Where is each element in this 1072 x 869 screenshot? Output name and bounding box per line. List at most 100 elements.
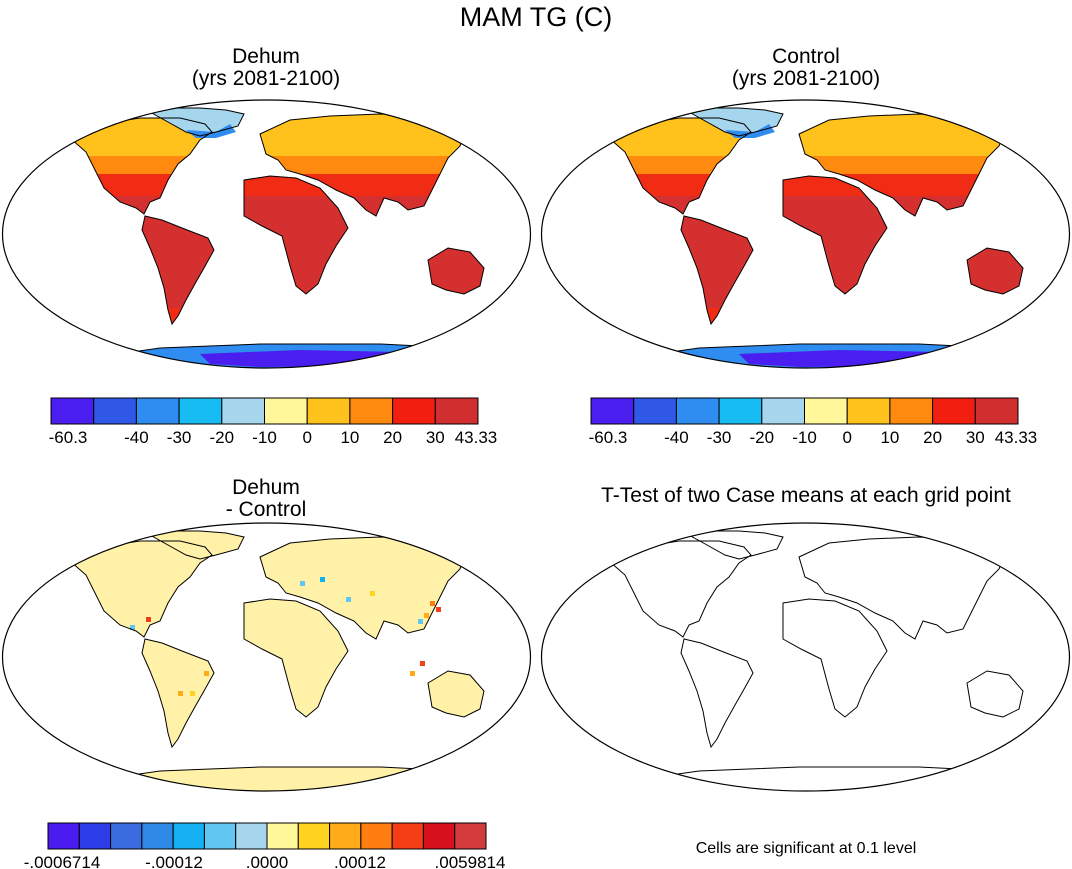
greenland-outline — [148, 530, 245, 560]
diff-cell-9 — [320, 577, 325, 582]
control-title-line1: Control — [772, 45, 840, 68]
diff-colorbar-swatch-5 — [203, 822, 237, 850]
dehum-colorbar-swatch-4 — [221, 397, 266, 425]
control-colorbar-tick-label-2: -30 — [707, 428, 732, 447]
dehum-colorbar-swatch-0 — [50, 397, 95, 425]
map-border — [1, 522, 532, 792]
dehum-colorbar: -60.3 -40 -30 -20 -10 0 10 20 30 43.33 — [49, 397, 497, 447]
dehum-colorbar-tick-label-2: -30 — [167, 428, 192, 447]
namerica-fill — [70, 541, 212, 637]
map-border — [540, 522, 1071, 792]
diff-colorbar-swatch-9 — [329, 822, 362, 850]
diff-colorbar-tick-label-3: .00012 — [334, 853, 386, 869]
control-colorbar-tick-label-5: 0 — [842, 428, 851, 447]
greenland-outline — [687, 530, 784, 560]
africa-fill — [244, 599, 348, 717]
dehum-title-line1: Dehum — [232, 45, 300, 68]
control-colorbar-tick-label-9: 43.33 — [995, 428, 1038, 447]
control-title-line2: (yrs 2081-2100) — [731, 67, 881, 90]
diff-cell-7 — [190, 691, 195, 696]
diff-cell-12 — [346, 597, 351, 602]
dehum-colorbar-swatch-9 — [434, 397, 479, 425]
diff-colorbar-tick-label-4: .0059814 — [435, 853, 506, 869]
diff-colorbar-swatch-4 — [172, 822, 205, 850]
namerica-outline — [69, 117, 213, 215]
dehum-colorbar-tick-label-4: -10 — [252, 428, 277, 447]
diff-cell-14 — [204, 671, 209, 676]
diff-cell-3 — [418, 619, 423, 624]
diff-colorbar: -.0006714 -.00012 .0000 .00012 .0059814 — [24, 822, 506, 869]
map-border — [540, 99, 1071, 369]
africa-outline — [782, 598, 888, 718]
control-colorbar-swatch-1 — [633, 397, 677, 425]
diff-colorbar-swatch-1 — [78, 822, 112, 850]
samerica-outline — [680, 215, 754, 326]
dehum-colorbar-tick-label-3: -20 — [210, 428, 235, 447]
diff-colorbar-swatch-0 — [47, 822, 80, 850]
greenland-outline — [687, 107, 784, 137]
diff-panel-title: Dehum - Control — [126, 477, 406, 521]
control-colorbar-tick-label-4: -10 — [792, 428, 817, 447]
control-panel-title: Control (yrs 2081-2100) — [666, 46, 946, 90]
diff-cell-10 — [420, 661, 425, 666]
dehum-colorbar-tick-label-1: -40 — [124, 428, 149, 447]
control-colorbar-tick-label-0: -60.3 — [589, 428, 628, 447]
dehum-colorbar-tick-label-6: 10 — [340, 428, 359, 447]
control-colorbar-swatch-4 — [761, 397, 806, 425]
control-colorbar-swatch-5 — [804, 397, 848, 425]
control-colorbar-swatch-9 — [974, 397, 1019, 425]
namerica-outline — [608, 540, 752, 638]
ttest-panel-title: T-Test of two Case means at each grid po… — [601, 484, 1011, 507]
africa-outline — [243, 175, 349, 295]
samerica-outline — [141, 215, 215, 326]
ocean-area — [541, 523, 1070, 791]
samerica-outline — [680, 638, 754, 749]
diff-colorbar-swatch-13 — [454, 822, 487, 850]
australia-outline — [427, 670, 485, 718]
dehum-map — [1, 99, 532, 369]
diff-colorbar-swatch-3 — [141, 822, 174, 850]
diff-colorbar-swatch-2 — [110, 822, 143, 850]
control-colorbar-swatch-2 — [675, 397, 720, 425]
control-colorbar-swatch-6 — [846, 397, 891, 425]
diff-colorbar-swatch-11 — [391, 822, 424, 850]
control-colorbar-tick-label-6: 10 — [880, 428, 899, 447]
diff-title-line2: - Control — [225, 498, 307, 521]
dehum-colorbar-swatch-6 — [306, 397, 351, 425]
map-border — [1, 99, 532, 369]
greenland-outline — [148, 107, 245, 137]
diff-colorbar-swatch-7 — [266, 822, 299, 850]
diff-cell-8 — [300, 581, 305, 586]
diff-colorbar-swatch-8 — [297, 822, 331, 850]
control-colorbar-swatch-3 — [718, 397, 763, 425]
figure-title: MAM TG (C) — [459, 2, 613, 32]
africa-outline — [243, 598, 349, 718]
eurasia-fill — [260, 537, 466, 639]
diff-cell-5 — [130, 625, 135, 630]
dehum-colorbar-swatch-5 — [264, 397, 308, 425]
control-colorbar-swatch-0 — [590, 397, 635, 425]
diff-cell-2 — [424, 613, 429, 618]
greenland-ice-fill — [725, 124, 775, 138]
namerica-outline — [69, 540, 213, 638]
control-colorbar-tick-label-7: 20 — [923, 428, 942, 447]
diff-colorbar-swatch-6 — [235, 822, 268, 850]
australia-outline — [427, 247, 485, 295]
control-colorbar-swatch-7 — [889, 397, 934, 425]
diff-colorbar-swatch-10 — [360, 822, 393, 850]
africa-outline — [782, 175, 888, 295]
control-colorbar-tick-label-8: 30 — [966, 428, 985, 447]
diff-map — [1, 522, 532, 792]
dehum-colorbar-tick-label-8: 30 — [426, 428, 445, 447]
australia-fill — [428, 671, 484, 717]
dehum-colorbar-tick-label-0: -60.3 — [49, 428, 88, 447]
greenland-ice-fill — [186, 124, 236, 138]
dehum-panel-title: Dehum (yrs 2081-2100) — [126, 46, 406, 90]
control-colorbar-swatch-8 — [932, 397, 976, 425]
control-colorbar-tick-label-3: -20 — [750, 428, 775, 447]
control-map — [540, 99, 1071, 369]
australia-outline — [966, 670, 1024, 718]
diff-cell-1 — [436, 607, 441, 612]
control-colorbar-tick-label-1: -40 — [664, 428, 689, 447]
samerica-outline — [141, 638, 215, 749]
